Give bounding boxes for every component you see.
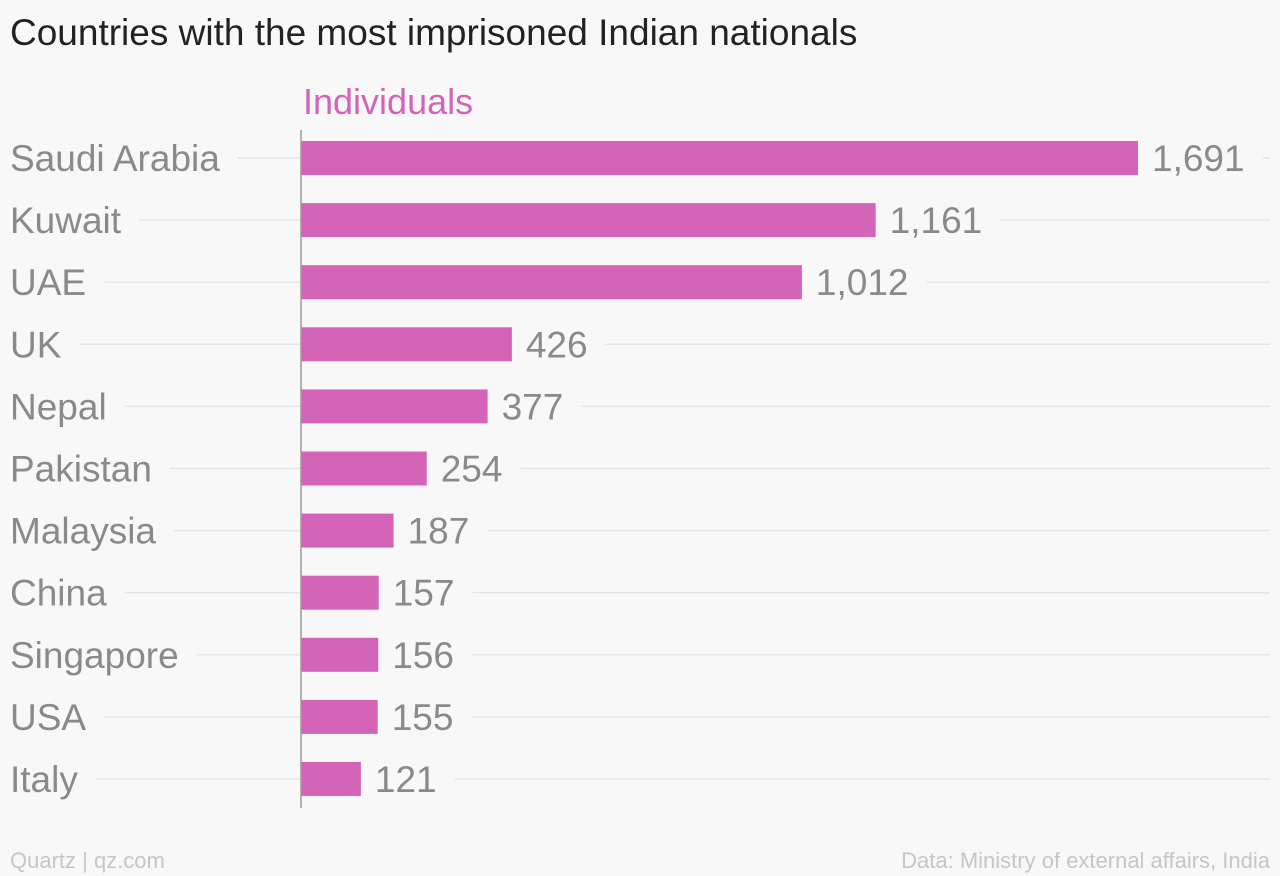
series-label: Individuals (303, 81, 473, 122)
value-label: 1,161 (890, 200, 983, 241)
footer-source: Data: Ministry of external affairs, Indi… (901, 848, 1270, 873)
category-label: Malaysia (10, 511, 156, 552)
value-label: 187 (408, 511, 470, 552)
bar (301, 389, 488, 424)
bar (301, 699, 378, 734)
bar (301, 575, 379, 610)
bar (301, 141, 1138, 175)
category-label: Italy (10, 759, 78, 800)
category-label: China (10, 573, 107, 614)
category-label: Nepal (10, 386, 107, 427)
bar (301, 203, 876, 238)
category-label: Saudi Arabia (10, 138, 220, 179)
bar (301, 451, 427, 486)
category-label: UAE (10, 262, 86, 303)
category-label: Pakistan (10, 449, 152, 490)
bar (301, 637, 379, 672)
category-label: Singapore (10, 635, 179, 676)
footer-credit: Quartz | qz.com (10, 848, 165, 873)
value-label: 156 (392, 635, 454, 676)
value-label: 254 (441, 449, 503, 490)
category-label: Kuwait (10, 200, 122, 241)
value-label: 1,691 (1152, 138, 1245, 179)
bar (301, 513, 394, 548)
category-label: UK (10, 324, 62, 365)
value-label: 1,012 (816, 262, 909, 303)
bar (301, 327, 512, 362)
bar (301, 265, 802, 300)
value-label: 426 (526, 324, 588, 365)
value-label: 157 (393, 573, 455, 614)
bar (301, 762, 361, 796)
chart-title: Countries with the most imprisoned India… (10, 12, 858, 53)
value-label: 377 (502, 386, 564, 427)
value-label: 155 (392, 697, 454, 738)
value-label: 121 (375, 759, 437, 800)
category-label: USA (10, 697, 86, 738)
